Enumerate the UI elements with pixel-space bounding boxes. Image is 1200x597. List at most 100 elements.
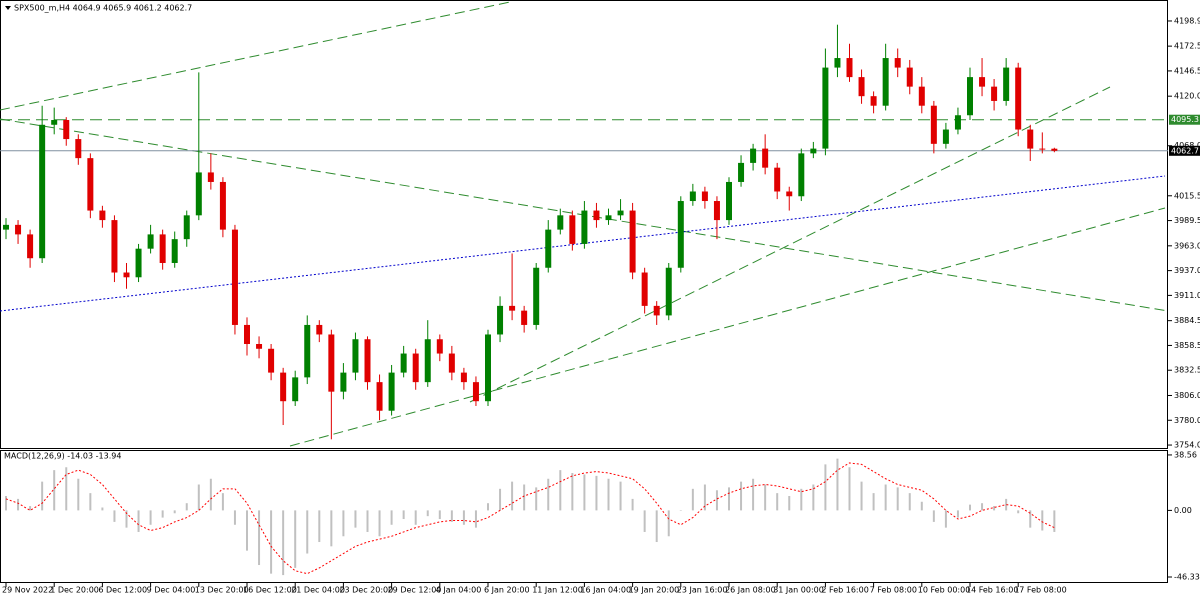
candle-body: [533, 267, 540, 325]
macd-bar: [932, 510, 935, 522]
x-tick-label: 16 Jan 04:00: [580, 586, 631, 595]
candle-body: [557, 215, 564, 230]
candle-body: [967, 77, 973, 116]
macd-bar: [414, 510, 417, 525]
x-tick-label: 21 Dec 04:00: [291, 586, 345, 595]
macd-bar: [402, 510, 405, 520]
candle-body: [509, 305, 516, 311]
macd-bar: [535, 487, 538, 511]
candle-body: [497, 305, 504, 335]
y-tick-label: 4146.5: [1174, 66, 1200, 75]
candle-body: [472, 382, 479, 402]
x-tick-label: 26 Jan 08:00: [725, 586, 776, 595]
candle-body: [147, 234, 154, 249]
macd-bar: [619, 481, 622, 511]
candle-body: [1039, 148, 1046, 150]
macd-bar: [209, 478, 212, 511]
x-tick-label: 7 Feb 08:00: [870, 586, 917, 595]
x-tick-label: 23 Dec 20:00: [339, 586, 393, 595]
macd-bar: [655, 510, 658, 543]
macd-bar: [896, 487, 899, 511]
macd-bar: [318, 510, 321, 543]
candle-body: [304, 324, 311, 378]
macd-bar: [523, 484, 526, 511]
macd-bar: [294, 510, 297, 568]
y-tick-label: 38.56: [1174, 450, 1197, 459]
macd-bar: [185, 503, 188, 511]
candle-body: [617, 210, 624, 216]
macd-bar: [499, 488, 502, 511]
candle-body: [894, 58, 901, 68]
x-tick-label: 17 Feb 08:00: [1014, 586, 1066, 595]
candle-body: [593, 210, 600, 221]
candle-body: [99, 210, 106, 221]
candle-body: [436, 339, 443, 354]
candle-body: [111, 220, 118, 273]
macd-bar: [511, 481, 514, 511]
candle-body: [27, 234, 34, 259]
candle-body: [183, 215, 190, 240]
macd-bar: [667, 510, 670, 537]
candle-body: [75, 139, 82, 159]
candle-body: [135, 248, 142, 278]
x-tick-label: 1 Dec 20:00: [50, 586, 99, 595]
macd-bar: [366, 510, 369, 532]
trend-line: [0, 175, 1166, 312]
macd-frame: [0, 450, 1168, 583]
candle-body: [991, 86, 998, 101]
candle-body: [340, 372, 347, 392]
candle-body: [1027, 129, 1034, 149]
macd-bar: [306, 510, 309, 554]
macd-bar: [29, 506, 32, 511]
macd-bar: [282, 510, 285, 576]
candle-body: [123, 272, 130, 278]
macd-bar: [920, 501, 923, 511]
macd-bar: [993, 506, 996, 511]
macd-bar: [740, 481, 743, 511]
candle-body: [653, 305, 660, 316]
x-tick-label: 4 Jan 04:00: [436, 586, 482, 595]
macd-bar: [426, 510, 429, 517]
candle-body: [219, 181, 226, 230]
macd-bar: [571, 473, 574, 511]
y-tick-label: 4120.0: [1174, 92, 1200, 101]
macd-bar: [378, 510, 381, 537]
price-tag: [1169, 145, 1200, 156]
candle-body: [328, 334, 335, 392]
y-tick-label: 3911.0: [1174, 291, 1200, 300]
macd-bar: [462, 510, 465, 525]
x-tick-label: 23 Jan 16:00: [677, 586, 728, 595]
macd-bar: [390, 510, 393, 525]
macd-bar: [595, 475, 598, 511]
signal-line: [5, 462, 1055, 575]
macd-bar: [149, 510, 152, 525]
macd-bar: [812, 484, 815, 511]
candle-body: [292, 377, 299, 402]
macd-bar: [908, 493, 911, 511]
x-tick-label: 2 Feb 16:00: [821, 586, 868, 595]
macd-bar: [1053, 510, 1056, 532]
main-frame: [0, 0, 1168, 449]
macd-bar: [1029, 510, 1032, 528]
macd-bar: [270, 510, 273, 574]
y-tick-label: 3858.5: [1174, 341, 1200, 350]
candle-body: [39, 124, 46, 259]
macd-bar: [944, 510, 947, 528]
macd-bar: [547, 478, 550, 511]
y-tick-label: 3989.5: [1174, 216, 1200, 225]
macd-bar: [258, 510, 261, 566]
macd-bar: [161, 510, 164, 518]
macd-bar: [836, 458, 839, 511]
candle-body: [810, 148, 817, 154]
macd-bar: [330, 510, 333, 547]
macd-bar: [800, 488, 803, 511]
candle-body: [1003, 67, 1010, 101]
candle-body: [774, 167, 781, 192]
candle-body: [63, 120, 70, 140]
macd-bar: [776, 493, 779, 511]
candle-body: [207, 172, 214, 182]
candle-body: [834, 58, 841, 68]
candle-body: [713, 201, 720, 221]
x-tick-label: 31 Jan 00:00: [773, 586, 824, 595]
